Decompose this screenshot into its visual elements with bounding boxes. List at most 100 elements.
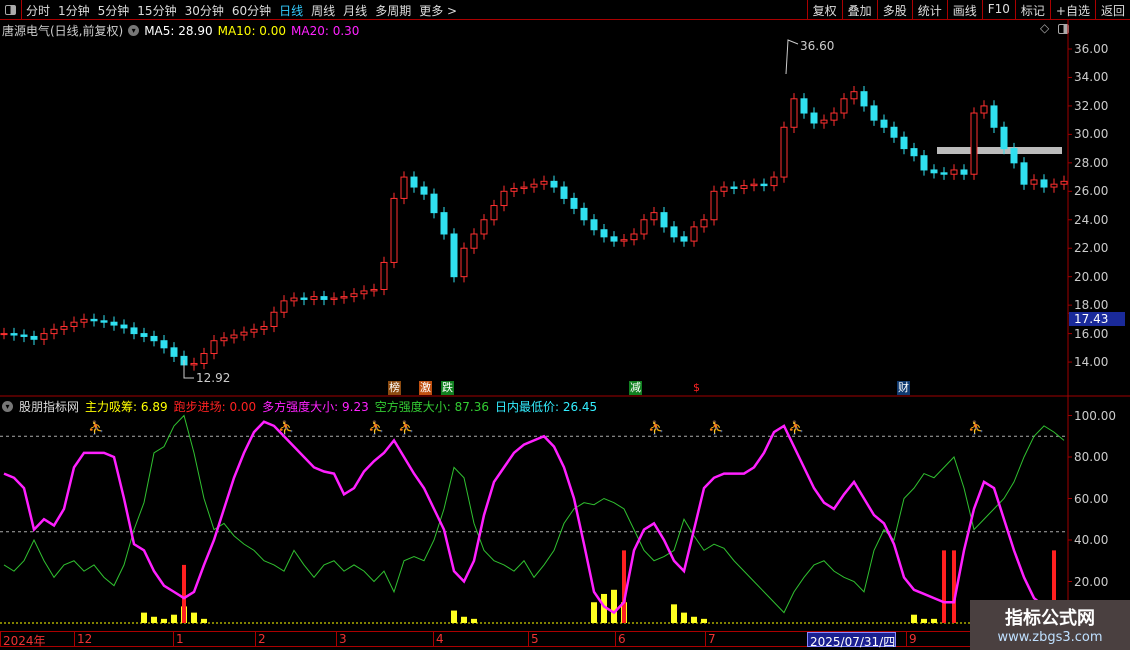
stock-title: 唐源电气(日线,前复权) [2,24,124,38]
candle-body [340,296,348,299]
candle-body [430,193,438,214]
period-tab[interactable]: 15分钟 [137,4,177,18]
candle-body [0,333,8,336]
candle-body [670,226,678,238]
indicator-header: ▾ 股朋指标网 主力吸筹: 6.89 跑步进场: 0.00 多方强度大小: 9.… [2,398,597,415]
period-tab[interactable]: 日线 [279,4,304,18]
paobu-bar [1052,550,1056,623]
period-tab[interactable]: 1分钟 [58,4,90,18]
panel-toggle-button[interactable] [0,0,22,20]
candle-body [450,233,458,278]
candle-body [460,247,468,278]
candle-body [420,186,428,195]
date-label: 3 [336,632,347,647]
candle-body [790,98,798,128]
candle-body [740,185,748,189]
candle-body [820,119,828,124]
running-person-icon: ⛹ [788,419,804,436]
event-marker[interactable]: 激 [419,381,432,395]
period-tab[interactable]: 分时 [26,4,51,18]
period-tab[interactable]: 5分钟 [97,4,130,18]
candle-body [870,105,878,121]
event-marker[interactable]: $ [693,381,700,394]
period-tab[interactable]: 60分钟 [231,4,272,18]
candle-body [250,328,258,333]
candle-body [950,169,958,175]
candle-body [500,190,508,207]
candle-body [940,172,948,175]
candle-body [470,233,478,249]
event-marker[interactable]: 跌 [441,381,454,395]
candle-body [380,261,388,290]
zhuli-bar [701,618,707,623]
candle-body [840,98,848,114]
candle-body [850,91,858,100]
event-marker[interactable]: 财 [897,381,910,395]
chevron-down-icon[interactable]: ▾ [128,25,140,36]
toolbar-button[interactable]: +自选 [1049,0,1095,20]
candle-body [1000,126,1008,150]
running-person-icon: ⛹ [278,419,294,436]
candle-body [410,176,418,188]
toolbar-button[interactable]: 复权 [806,0,842,20]
toolbar-button[interactable]: 叠加 [841,0,877,20]
running-person-icon: ⛹ [968,419,984,436]
candle-body [570,197,578,209]
chevron-down-icon[interactable]: ▾ [2,401,13,412]
candle-body [90,318,98,322]
period-tab[interactable]: 更多 > [419,4,458,18]
date-axis: 2024年 12 1 2 3 4 5 6 7 2025/07/31/四 9 [0,631,1130,649]
low-price-label: 12.92 [196,371,230,385]
indicator-axis-label: 60.00 [1074,491,1109,506]
date-label: 7 [705,632,716,647]
toolbar-button[interactable]: 返回 [1094,0,1130,20]
candle-body [70,321,78,327]
toolbar-button[interactable]: F10 [981,0,1015,20]
indicator-axis-label: 40.00 [1074,533,1109,547]
period-tab[interactable]: 多周期 [375,4,412,18]
candle-body [190,362,198,366]
candle-body [750,183,758,187]
price-axis-label: 22.00 [1074,241,1109,256]
candle-body [630,233,638,241]
price-axis-label: 20.00 [1074,269,1109,284]
period-tab[interactable]: 30分钟 [184,4,224,18]
candle-body [640,219,648,235]
zhuli-bar [601,593,607,623]
duofang-line [3,420,1064,615]
candle-body [10,333,18,336]
event-marker[interactable]: 减 [629,381,642,395]
candle-body [730,186,738,189]
watermark-title: 指标公式网 [1005,608,1095,629]
candle-body [1030,179,1038,185]
toolbar-button[interactable]: 统计 [911,0,947,20]
toolbar-button[interactable]: 画线 [946,0,982,20]
price-axis-label: 36.00 [1074,42,1109,56]
event-marker[interactable]: 榜 [388,381,401,395]
period-tab[interactable]: 周线 [311,4,336,18]
ma5-value: MA5: 28.90 [144,23,213,38]
diamond-icon[interactable]: ◇ [1040,21,1050,35]
candle-body [800,98,808,114]
zhuli-bar [141,612,147,623]
zhuli-bar [671,604,677,623]
period-tab[interactable]: 月线 [343,4,368,18]
candle-body [170,347,178,357]
candle-body [130,327,138,335]
high-price-label: 36.60 [800,39,834,53]
candle-body [150,335,158,342]
toolbar-button[interactable]: 标记 [1014,0,1050,20]
candle-body [540,180,548,185]
toolbar-button[interactable]: 多股 [876,0,912,20]
candle-body [900,136,908,150]
candle-body [660,212,668,228]
candle-body [920,155,928,171]
candle-body [700,219,708,228]
candle-body [1010,148,1018,164]
candle-body [50,328,58,335]
candle-body [880,119,888,128]
price-header: 唐源电气(日线,前复权) ▾ MA5: 28.90 MA10: 0.00 MA2… [2,22,359,39]
zhuli-bar [691,616,697,623]
zhuli-bar [201,618,207,623]
